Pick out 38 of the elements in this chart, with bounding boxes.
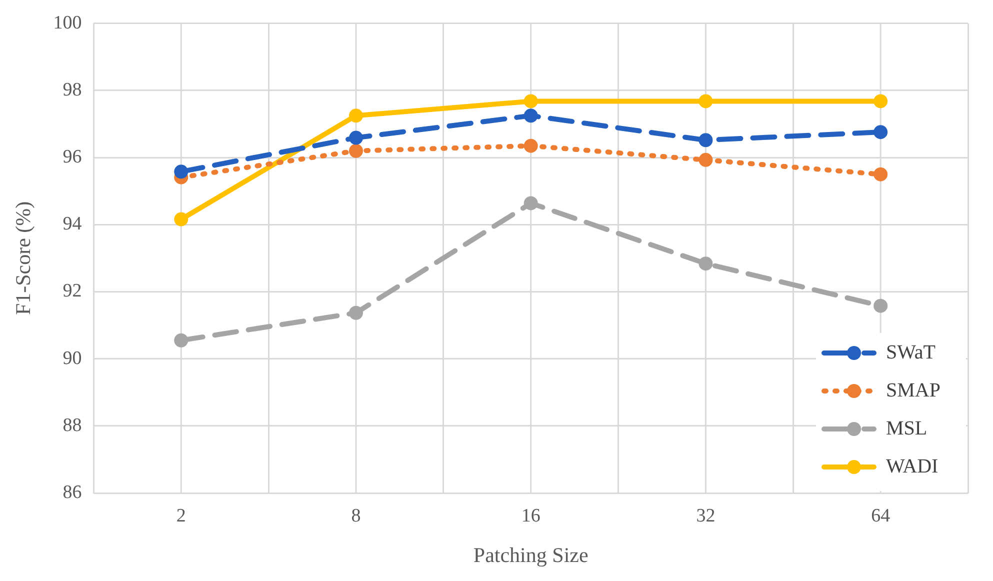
y-tick-label: 88 [62, 414, 82, 436]
point [698, 152, 713, 167]
x-tick-label: 32 [696, 505, 716, 526]
legend-label: SMAP [886, 379, 940, 402]
legend-label: SWaT [886, 341, 936, 364]
x-tick-label: 8 [351, 505, 361, 526]
point [348, 306, 363, 320]
point [174, 164, 188, 179]
point [874, 298, 888, 313]
point [524, 94, 538, 108]
point [874, 94, 888, 108]
y-tick-label: 100 [53, 12, 82, 34]
point [874, 167, 888, 182]
point [698, 133, 713, 148]
point [524, 108, 538, 123]
point [874, 125, 888, 140]
y-tick-label: 94 [62, 214, 82, 235]
point [698, 94, 713, 108]
point [348, 108, 363, 123]
point [348, 130, 363, 145]
y-tick-label: 86 [62, 482, 82, 503]
y-axis-title: F1-Score (%) [11, 201, 36, 316]
y-tick-label: 96 [62, 146, 82, 168]
point [348, 144, 363, 158]
y-tick-label: 92 [62, 280, 82, 302]
x-tick-label: 2 [176, 505, 186, 526]
point [524, 196, 538, 210]
y-tick-label: 98 [62, 79, 82, 100]
x-axis-title: Patching Size [473, 542, 588, 567]
legend-label: WADI [886, 455, 938, 478]
point [174, 212, 188, 226]
point [174, 333, 188, 348]
x-tick-label: 16 [521, 505, 540, 526]
point [524, 138, 538, 153]
legend-label: MSL [886, 417, 928, 440]
x-tick-label: 64 [871, 505, 891, 526]
point [698, 256, 713, 271]
y-tick-label: 90 [62, 348, 82, 369]
